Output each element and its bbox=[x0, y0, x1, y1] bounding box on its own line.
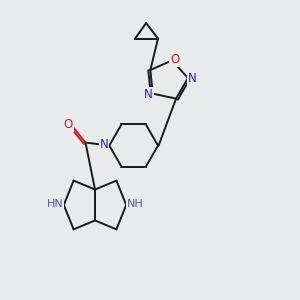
Text: N: N bbox=[100, 138, 108, 151]
Text: N: N bbox=[144, 88, 153, 101]
Text: HN: HN bbox=[46, 199, 63, 209]
Text: NH: NH bbox=[128, 199, 144, 209]
Text: O: O bbox=[170, 53, 180, 66]
Text: O: O bbox=[64, 118, 73, 130]
Text: N: N bbox=[188, 72, 197, 85]
